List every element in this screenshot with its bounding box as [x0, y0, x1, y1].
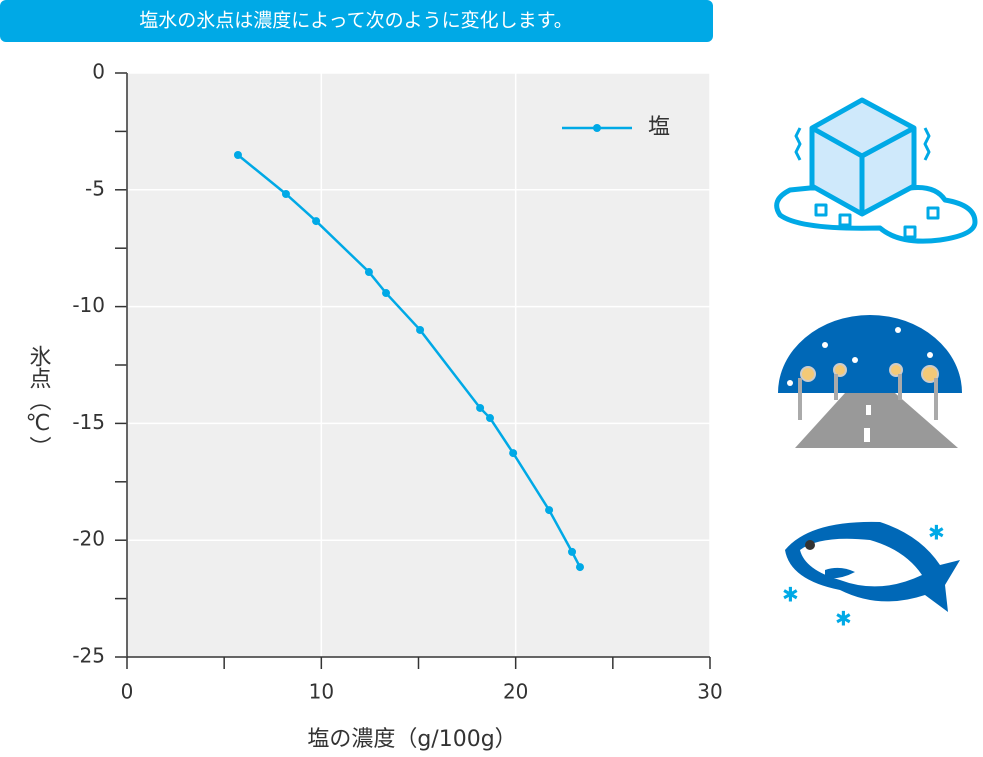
svg-text:✱: ✱	[782, 583, 799, 607]
title: 塩水の氷点は濃度によって次のように変化します。	[139, 10, 573, 32]
y-tick-label: -10	[72, 293, 105, 317]
svg-text:✱: ✱	[928, 521, 945, 545]
plot-area	[127, 73, 710, 657]
x-tick-label: 20	[503, 680, 528, 704]
data-point	[568, 547, 577, 556]
x-tick-label: 0	[121, 680, 134, 704]
data-point	[281, 190, 290, 199]
y-tick-label: 0	[92, 60, 105, 84]
data-point	[382, 289, 391, 298]
fish-icon: ✱ ✱ ✱	[782, 521, 960, 631]
chart: 0 -5 -10 -15 -20 -25 0 10 20 30 塩	[72, 60, 722, 704]
data-point	[364, 268, 373, 277]
svg-text:✱: ✱	[835, 607, 852, 631]
x-tick-label: 30	[697, 680, 722, 704]
data-point	[509, 449, 518, 458]
data-point	[476, 403, 485, 412]
y-tick-label: -25	[72, 644, 105, 668]
y-tick-label: -5	[85, 176, 105, 200]
data-point	[416, 325, 425, 334]
data-point	[575, 563, 584, 572]
data-point	[233, 150, 242, 159]
data-point	[486, 414, 495, 423]
legend-label: 塩	[648, 115, 670, 140]
x-tick-label: 10	[309, 680, 334, 704]
ice-icon	[774, 97, 978, 244]
y-axis-label: 氷点（℃）	[26, 345, 52, 458]
series-line	[237, 154, 582, 568]
y-tick-label: -20	[72, 527, 105, 551]
x-axis-label: 塩の濃度（g/100g）	[307, 727, 516, 752]
legend-marker	[593, 124, 601, 132]
data-point	[312, 217, 321, 226]
road-icon	[778, 315, 962, 448]
y-tick-label: -15	[72, 410, 105, 434]
data-point	[545, 506, 554, 515]
title-banner	[0, 0, 713, 42]
